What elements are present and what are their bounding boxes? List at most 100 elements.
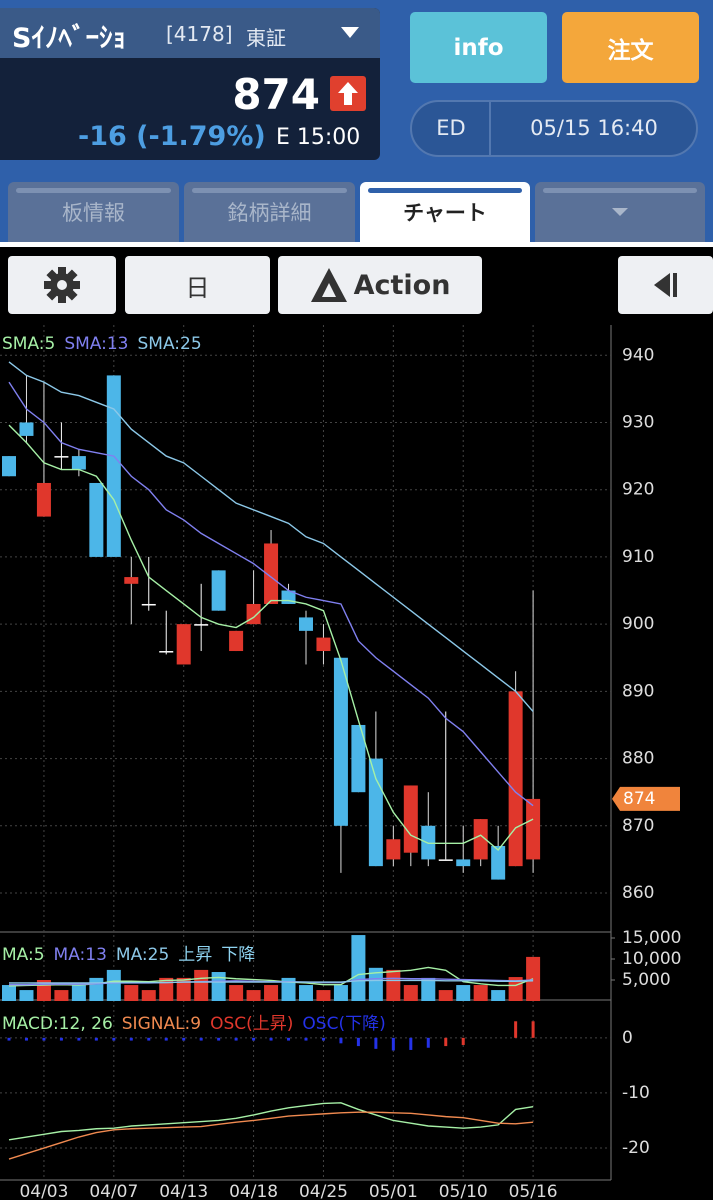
osc-bar <box>426 1037 430 1048</box>
divider <box>489 102 491 155</box>
osc-bar <box>531 1021 535 1038</box>
collapse-button[interactable] <box>618 256 713 314</box>
volume-bar <box>106 969 121 1001</box>
osc-bar <box>217 1037 221 1041</box>
osc-bar <box>182 1037 186 1041</box>
volume-bar <box>403 985 418 1001</box>
candle-body <box>438 859 453 861</box>
y-tick-label: 10,000 <box>622 949 681 969</box>
tab-label: 板情報 <box>62 201 125 225</box>
osc-bar <box>112 1037 116 1041</box>
volume-bar <box>333 985 348 1001</box>
x-tick-label: 05/16 <box>509 1182 558 1200</box>
osc-bar <box>147 1037 151 1041</box>
osc-bar <box>321 1037 325 1041</box>
tab[interactable]: 銘柄詳細 <box>184 182 355 242</box>
volume-bar <box>211 972 226 1001</box>
market: 東証 <box>246 26 286 50</box>
action-icon <box>310 268 347 302</box>
stock-name: Sｲﾉﾍﾞｰｼｮ <box>12 23 126 54</box>
candle-body <box>229 630 244 652</box>
candle-body <box>124 577 139 584</box>
tab-active[interactable]: チャート <box>360 182 530 242</box>
y-tick-label: -10 <box>622 1083 650 1103</box>
volume-bar <box>421 977 436 1001</box>
volume-bar <box>159 977 174 1001</box>
tab-bar <box>16 188 171 193</box>
legend-item: MA:5 <box>2 945 45 965</box>
candle-body <box>246 603 261 625</box>
y-tick-label: 900 <box>622 614 654 634</box>
osc-bar <box>514 1021 518 1038</box>
candle-body <box>36 482 51 517</box>
osc-bar <box>374 1037 378 1049</box>
legend-item: 上昇 <box>178 945 212 965</box>
volume-bar <box>491 990 506 1001</box>
x-tick-label: 04/13 <box>159 1182 208 1200</box>
osc-bar <box>59 1037 63 1041</box>
last-price-label: 874 <box>623 789 655 809</box>
legend-item: MA:25 <box>116 945 169 965</box>
symbol-selector[interactable]: Sｲﾉﾍﾞｰｼｮ [4178] 東証 <box>0 8 380 58</box>
y-tick-label: -20 <box>622 1138 650 1158</box>
up-arrow-icon <box>330 76 366 111</box>
tab[interactable]: 板情報 <box>8 182 179 242</box>
legend-item: 下降 <box>221 945 255 965</box>
price: 874 <box>232 70 320 119</box>
osc-bar <box>77 1037 81 1041</box>
legend-item: SMA:25 <box>138 334 202 354</box>
legend-item: SMA:5 <box>2 334 55 354</box>
tab-underline <box>0 242 713 247</box>
y-tick-label: 870 <box>622 816 654 836</box>
tab-more[interactable] <box>535 182 705 242</box>
period-label: 日 <box>185 273 210 302</box>
y-tick-label: 940 <box>622 345 654 365</box>
period-button[interactable]: 日 <box>125 256 270 314</box>
candle-body <box>508 691 523 867</box>
candle-body <box>456 859 471 867</box>
collapse-icon <box>653 273 677 297</box>
x-tick-label: 04/07 <box>89 1182 138 1200</box>
candle-body <box>194 624 209 626</box>
sma-line <box>8 424 534 852</box>
legend-item: SMA:13 <box>64 334 128 354</box>
info-button[interactable]: info <box>410 12 547 83</box>
x-tick-label: 04/25 <box>299 1182 348 1200</box>
volume-bar <box>298 985 313 1001</box>
candle-body <box>159 651 174 653</box>
legend-item: OSC(上昇) <box>210 1014 293 1034</box>
candle-body <box>316 637 331 652</box>
sma-line <box>8 361 534 712</box>
stock-code: [4178] <box>166 22 233 46</box>
order-button[interactable]: 注文 <box>562 12 699 83</box>
legend-item: MA:13 <box>54 945 107 965</box>
x-tick-label: 04/18 <box>229 1182 278 1200</box>
dropdown-icon <box>341 27 359 38</box>
osc-bar <box>409 1037 413 1050</box>
candle-body <box>71 456 86 470</box>
candle-body <box>351 724 366 793</box>
osc-bar <box>164 1037 168 1041</box>
quote-box: Sｲﾉﾍﾞｰｼｮ [4178] 東証 874 -16 (-1.79%) E 15… <box>0 8 380 160</box>
y-tick-label: 910 <box>622 547 654 567</box>
candle-body <box>333 657 348 826</box>
candle-body <box>403 785 418 853</box>
candle-body <box>54 456 69 458</box>
tab-bar <box>368 188 522 193</box>
osc-bar <box>391 1037 395 1051</box>
osc-bar <box>339 1037 343 1044</box>
volume-bar <box>368 967 383 1001</box>
volume-bar <box>194 969 209 1001</box>
action-button[interactable]: Action <box>278 256 482 314</box>
update-datetime: 05/15 16:40 <box>530 116 658 140</box>
settings-button[interactable] <box>8 256 116 314</box>
y-tick-label: 860 <box>622 883 654 903</box>
dropdown-icon <box>612 208 628 216</box>
action-label: Action <box>353 269 451 301</box>
volume-bar <box>246 990 261 1001</box>
candle-body <box>386 839 401 860</box>
x-tick-label: 04/03 <box>19 1182 68 1200</box>
legend-item: MACD:12, 26 <box>2 1014 113 1034</box>
y-tick-label: 920 <box>622 480 654 500</box>
